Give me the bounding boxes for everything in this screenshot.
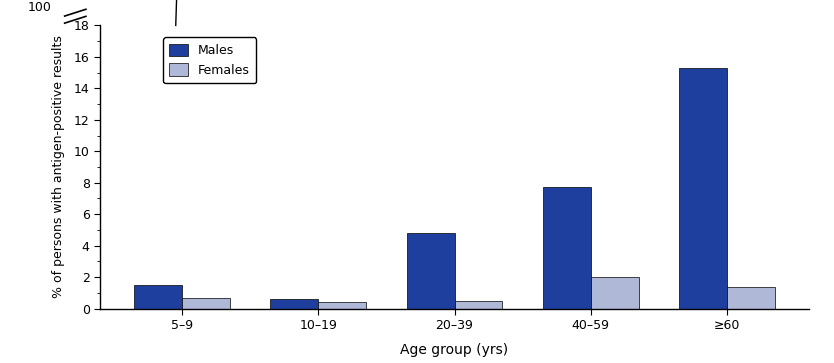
Bar <box>680 68 727 309</box>
Bar <box>407 233 455 309</box>
Legend: Males, Females: Males, Females <box>163 37 256 83</box>
Bar <box>455 301 502 309</box>
Bar <box>543 187 590 309</box>
Bar <box>182 298 229 309</box>
Y-axis label: % of persons with antigen-positive results: % of persons with antigen-positive resul… <box>53 36 65 298</box>
X-axis label: Age group (yrs): Age group (yrs) <box>400 343 509 357</box>
Bar <box>134 285 182 309</box>
Bar <box>319 302 366 309</box>
Bar <box>590 277 639 309</box>
Text: 100: 100 <box>28 1 52 14</box>
Bar <box>270 299 319 309</box>
Bar <box>727 286 775 309</box>
